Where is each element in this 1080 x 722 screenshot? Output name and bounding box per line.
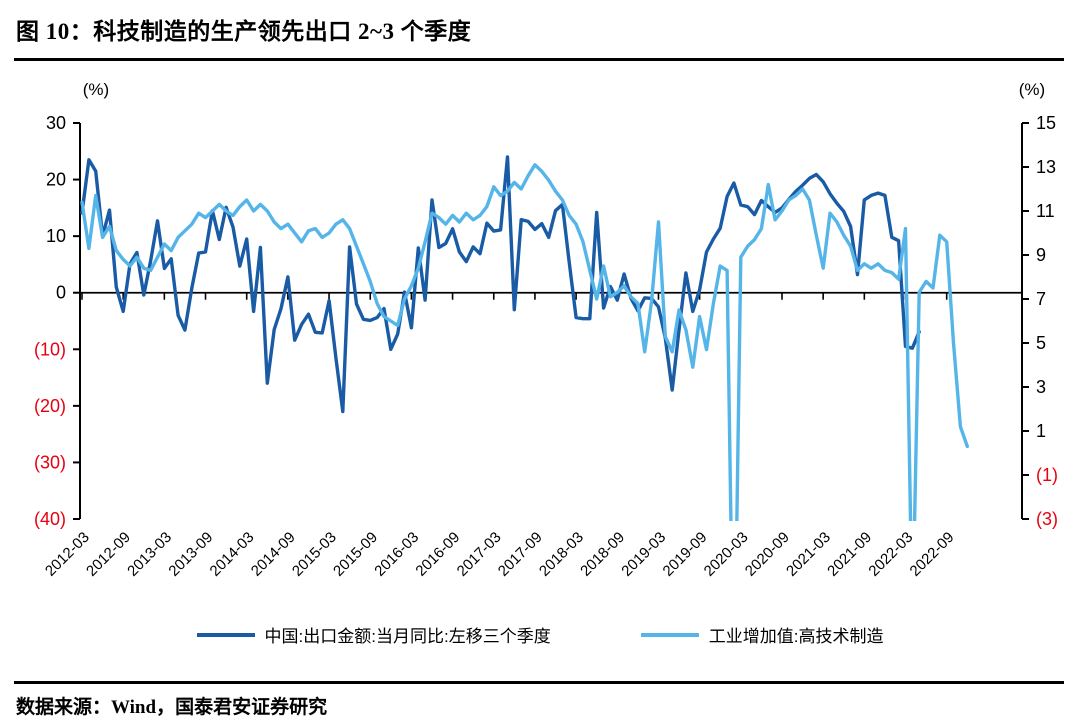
right-axis-tick-label: (1) (1036, 465, 1058, 485)
x-axis-tick-label: 2012-03 (42, 529, 93, 580)
x-axis-tick-label: 2014-03 (207, 529, 258, 580)
x-axis-tick-label: 2015-03 (289, 529, 340, 580)
right-axis-tick-label: 3 (1036, 377, 1046, 397)
source-note: 数据来源：Wind，国泰君安证券研究 (16, 697, 328, 718)
x-axis-tick-label: 2019-09 (660, 529, 711, 580)
x-axis-tick-label: 2018-09 (577, 529, 628, 580)
legend-export-label: 中国:出口金额:当月同比:左移三个季度 (264, 627, 551, 646)
right-axis-tick-label: 7 (1036, 289, 1046, 309)
left-axis-tick-label: (10) (34, 339, 66, 359)
right-axis-tick-label: 1 (1036, 421, 1046, 441)
left-axis-tick-label: 10 (46, 226, 66, 246)
x-axis-tick-label: 2017-09 (495, 529, 546, 580)
x-axis-tick-label: 2020-09 (742, 529, 793, 580)
x-axis-tick-label: 2013-03 (124, 529, 175, 580)
chart-legend: 中国:出口金额:当月同比:左移三个季度 工业增加值:高技术制造 (0, 622, 1080, 647)
legend-iva-label: 工业增加值:高技术制造 (708, 627, 884, 646)
x-axis-tick-label: 2012-09 (83, 529, 134, 580)
x-axis-tick-label: 2014-09 (248, 529, 299, 580)
x-axis-tick-label: 2015-09 (330, 529, 381, 580)
left-axis-tick-label: (40) (34, 509, 66, 529)
legend-export-series: 中国:出口金额:当月同比:左移三个季度 (196, 622, 551, 647)
right-axis-unit: (%) (1019, 80, 1045, 99)
right-axis-tick-label: 5 (1036, 333, 1046, 353)
top-divider (14, 58, 1064, 61)
left-axis-tick-label: 0 (56, 283, 66, 303)
right-axis-tick-label: 11 (1036, 201, 1055, 221)
x-axis-tick-label: 2021-09 (824, 529, 875, 580)
right-axis-tick-label: 15 (1036, 113, 1056, 133)
x-axis-tick-label: 2018-03 (536, 529, 587, 580)
x-axis-tick-label: 2017-03 (454, 529, 505, 580)
x-axis-tick-label: 2022-03 (865, 529, 916, 580)
export-line-swatch (196, 632, 255, 637)
x-axis-tick-label: 2019-03 (618, 529, 669, 580)
bottom-divider (14, 681, 1064, 684)
legend-iva-series: 工业增加值:高技术制造 (640, 622, 884, 647)
left-axis-tick-label: (30) (34, 452, 66, 472)
x-axis-tick-label: 2016-09 (412, 529, 463, 580)
left-axis-tick-label: 30 (46, 113, 66, 133)
right-axis-tick-label: 9 (1036, 245, 1046, 265)
right-axis-tick-label: 13 (1036, 157, 1056, 177)
x-axis-tick-label: 2022-09 (907, 529, 958, 580)
x-axis-tick-label: 2013-09 (165, 529, 216, 580)
left-axis-unit: (%) (83, 80, 109, 99)
export-series-line (80, 155, 921, 414)
x-axis-tick-label: 2016-03 (371, 529, 422, 580)
iva-line-swatch (640, 632, 699, 637)
left-axis-tick-label: (20) (34, 396, 66, 416)
x-axis-tick-label: 2021-03 (783, 529, 834, 580)
right-axis-tick-label: (3) (1036, 509, 1058, 529)
left-axis-tick-label: 20 (46, 170, 66, 190)
x-axis-tick-label: 2020-03 (701, 529, 752, 580)
iva-series-line (80, 163, 969, 521)
page-title: 图 10：科技制造的生产领先出口 2~3 个季度 (16, 19, 472, 44)
